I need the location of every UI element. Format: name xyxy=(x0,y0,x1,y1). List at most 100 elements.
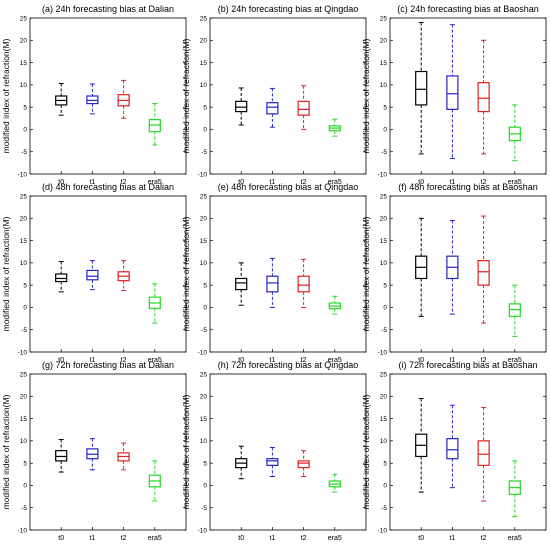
x-tick-label: t1 xyxy=(89,357,95,364)
y-tick-label: 0 xyxy=(23,483,27,490)
box-t0 xyxy=(415,21,428,155)
y-tick-label: 10 xyxy=(200,260,208,267)
x-tick-label: era5 xyxy=(328,179,342,186)
y-tick-label: 15 xyxy=(200,238,208,245)
x-tick-label: t0 xyxy=(58,535,64,542)
box-t1 xyxy=(266,447,279,478)
chart-panel-f: (f) 48h forecasting bias at Baoshan modif… xyxy=(361,182,547,364)
box-iqr xyxy=(235,100,248,113)
plot-frame xyxy=(209,195,367,353)
y-tick-label: -10 xyxy=(198,527,208,534)
y-tick-label: 10 xyxy=(200,82,208,89)
panel-title: (d) 48h forecasting bias at Dalian xyxy=(42,182,174,192)
plot-frame xyxy=(389,195,547,353)
y-tick-label: 15 xyxy=(380,238,388,245)
x-tick-label: t2 xyxy=(301,357,307,364)
y-tick-label: 10 xyxy=(200,438,208,445)
box-era5 xyxy=(328,473,341,493)
y-tick-label: 5 xyxy=(23,460,27,467)
box-t1 xyxy=(446,404,459,489)
y-tick-label: -5 xyxy=(201,505,207,512)
y-axis-label: modified index of refraction(M) xyxy=(181,216,191,331)
box-iqr xyxy=(297,460,310,469)
y-tick-label: 25 xyxy=(200,15,208,22)
plot-frame xyxy=(29,17,187,175)
y-tick-label: 0 xyxy=(203,305,207,312)
y-tick-label: -5 xyxy=(201,149,207,156)
x-tick-label: t1 xyxy=(269,357,275,364)
y-tick-label: 5 xyxy=(203,104,207,111)
y-tick-label: 15 xyxy=(380,416,388,423)
y-tick-label: 10 xyxy=(20,260,28,267)
y-tick-label: 15 xyxy=(20,60,28,67)
chart-panel-b: (b) 24h forecasting bias at Qingdao modif… xyxy=(181,4,367,186)
x-tick-label: era5 xyxy=(328,357,342,364)
y-tick-label: 10 xyxy=(380,82,388,89)
y-tick-label: 20 xyxy=(380,394,388,401)
x-tick-label: t2 xyxy=(121,357,127,364)
box-t2 xyxy=(297,450,310,478)
box-era5 xyxy=(508,460,521,518)
x-tick-label: t0 xyxy=(238,357,244,364)
box-iqr xyxy=(148,119,161,133)
y-tick-label: 25 xyxy=(20,371,28,378)
x-tick-label: era5 xyxy=(328,535,342,542)
y-axis-label: modified index of refraction(M) xyxy=(1,394,11,509)
box-t0 xyxy=(415,217,428,317)
panel-title: (c) 24h forecasting bias at Baoshan xyxy=(397,4,539,14)
plot-frame xyxy=(29,373,187,531)
x-tick-label: era5 xyxy=(148,179,162,186)
y-tick-label: 25 xyxy=(380,15,388,22)
box-era5 xyxy=(328,295,341,315)
chart-panel-a: (a) 24h forecasting bias at Dalian modifi… xyxy=(1,4,187,186)
panel-title: (a) 24h forecasting bias at Dalian xyxy=(42,4,174,14)
box-iqr xyxy=(86,269,99,281)
y-tick-label: 5 xyxy=(383,460,387,467)
x-tick-label: t1 xyxy=(449,535,455,542)
y-tick-label: 25 xyxy=(380,371,388,378)
y-tick-label: 0 xyxy=(23,305,27,312)
x-tick-label: era5 xyxy=(508,357,522,364)
box-t2 xyxy=(117,260,130,291)
x-tick-label: era5 xyxy=(508,179,522,186)
y-tick-label: 20 xyxy=(200,38,208,45)
y-tick-label: 0 xyxy=(23,127,27,134)
x-tick-label: t2 xyxy=(121,179,127,186)
box-era5 xyxy=(148,460,161,502)
box-t0 xyxy=(235,445,248,480)
box-era5 xyxy=(508,104,521,162)
y-tick-label: 25 xyxy=(380,193,388,200)
box-t0 xyxy=(415,398,428,493)
plot-frame xyxy=(389,17,547,175)
x-tick-label: t0 xyxy=(418,179,424,186)
chart-panel-g: (g) 72h forecasting bias at Dalian modifi… xyxy=(1,360,187,542)
y-tick-label: 25 xyxy=(200,193,208,200)
chart-panel-h: (h) 72h forecasting bias at Qingdao modif… xyxy=(181,360,367,542)
box-t2 xyxy=(297,258,310,308)
y-tick-label: 25 xyxy=(20,193,28,200)
y-tick-label: 0 xyxy=(383,483,387,490)
box-t0 xyxy=(55,83,68,116)
x-tick-label: t2 xyxy=(481,535,487,542)
box-iqr xyxy=(446,438,459,460)
y-tick-label: 10 xyxy=(20,82,28,89)
x-tick-label: t0 xyxy=(238,535,244,542)
chart-panel-i: (i) 72h forecasting bias at Baoshan modif… xyxy=(361,360,547,542)
box-t1 xyxy=(266,257,279,308)
box-t2 xyxy=(117,79,130,119)
box-iqr xyxy=(297,100,310,116)
y-tick-label: 20 xyxy=(380,38,388,45)
box-t1 xyxy=(446,220,459,315)
y-axis-label: modified index of refraction(M) xyxy=(1,216,11,331)
y-axis-label: modified index of refraction(M) xyxy=(181,394,191,509)
y-tick-label: -10 xyxy=(378,171,388,178)
y-tick-label: 15 xyxy=(20,238,28,245)
y-tick-label: 15 xyxy=(200,60,208,67)
y-tick-label: -10 xyxy=(18,527,28,534)
y-tick-label: 0 xyxy=(203,127,207,134)
plot-frame xyxy=(209,17,367,175)
x-tick-label: t0 xyxy=(58,179,64,186)
box-era5 xyxy=(148,103,161,146)
box-t0 xyxy=(235,87,248,126)
